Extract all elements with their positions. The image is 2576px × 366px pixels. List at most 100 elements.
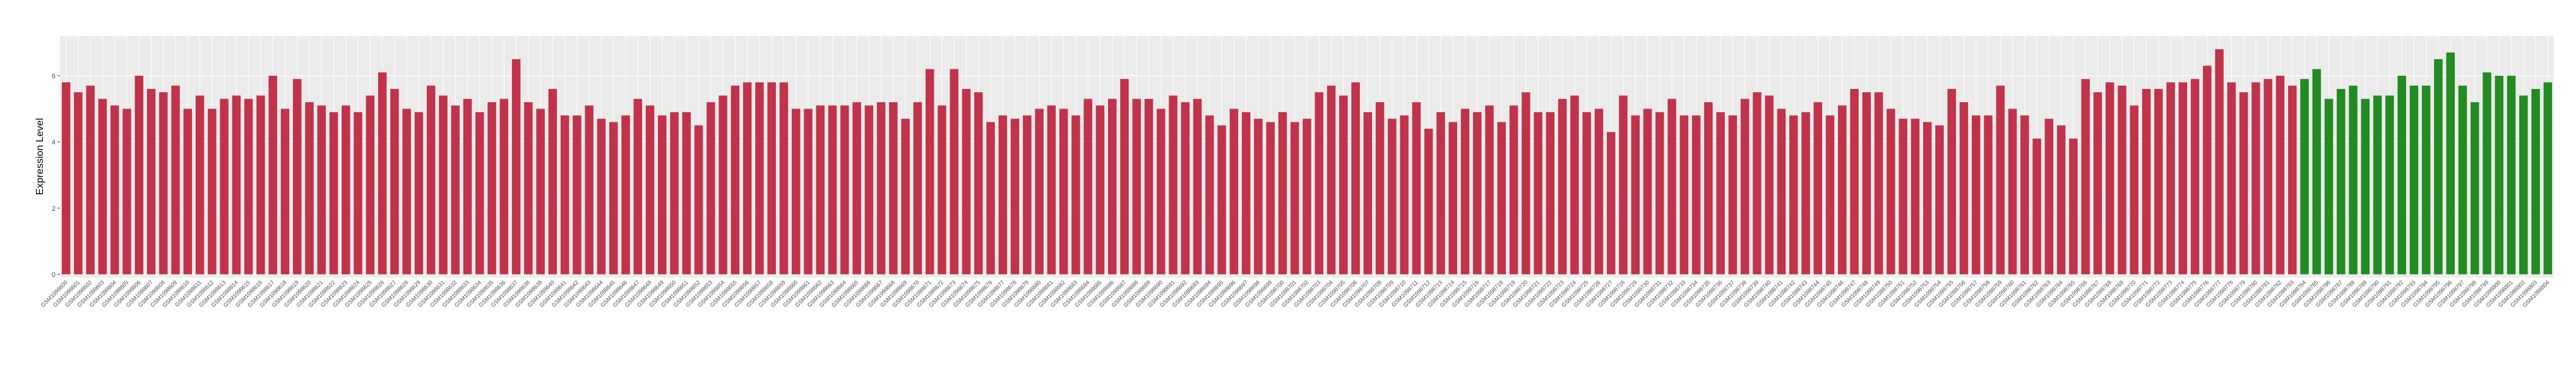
bar xyxy=(2178,82,2188,274)
bar xyxy=(1740,98,1750,274)
bar xyxy=(1473,112,1482,274)
bar xyxy=(1619,95,1628,274)
bar xyxy=(1813,102,1823,274)
bar xyxy=(998,115,1008,274)
bar xyxy=(840,105,849,274)
bar xyxy=(1181,102,1190,274)
bar xyxy=(1850,88,1859,274)
bar xyxy=(2203,66,2212,274)
bar xyxy=(232,95,241,274)
bar xyxy=(1157,109,1166,274)
bar xyxy=(1570,95,1579,274)
bar xyxy=(2263,79,2272,274)
y-tick-label: 0 xyxy=(52,271,56,279)
bar xyxy=(1984,115,1993,274)
bar xyxy=(2190,79,2200,274)
bar xyxy=(864,105,874,274)
bar xyxy=(1448,122,1457,274)
bar xyxy=(110,105,119,274)
bar xyxy=(597,119,606,274)
bar xyxy=(1375,102,1385,274)
bar xyxy=(2385,95,2394,274)
bar xyxy=(2118,85,2126,274)
bar xyxy=(2130,105,2138,274)
bar xyxy=(1996,85,2005,274)
bar xyxy=(1290,122,1299,274)
bar xyxy=(2373,95,2382,274)
bar xyxy=(804,109,813,274)
bar xyxy=(1424,128,1433,274)
bar xyxy=(791,109,801,274)
bar xyxy=(609,122,618,274)
bar xyxy=(342,105,350,274)
bar xyxy=(548,88,558,274)
bar xyxy=(1047,105,1056,274)
bar xyxy=(61,82,71,274)
bar xyxy=(451,105,460,274)
bar xyxy=(2166,82,2175,274)
bar xyxy=(2044,119,2054,274)
bar xyxy=(329,112,338,274)
bar xyxy=(2421,85,2431,274)
bar xyxy=(2032,138,2041,274)
bar xyxy=(511,59,521,274)
bar xyxy=(2507,75,2516,274)
bar xyxy=(1716,112,1725,274)
bar xyxy=(1217,125,1226,274)
bar xyxy=(1534,112,1542,274)
y-axis-label: Expression Level xyxy=(35,118,45,195)
bar xyxy=(1728,115,1738,274)
bar xyxy=(1655,112,1664,274)
bar xyxy=(1582,112,1591,274)
bar xyxy=(2142,88,2151,274)
bar xyxy=(390,88,399,274)
bar xyxy=(767,82,776,274)
bar xyxy=(366,95,375,274)
bar xyxy=(682,112,691,274)
bar xyxy=(1266,122,1275,274)
bar xyxy=(2495,75,2504,274)
bar xyxy=(1704,102,1713,274)
bar xyxy=(2531,88,2540,274)
bar xyxy=(658,115,667,274)
bar xyxy=(244,98,253,274)
bar xyxy=(1144,98,1154,274)
bar xyxy=(2056,125,2066,274)
bar xyxy=(1509,105,1518,274)
bar xyxy=(1825,115,1835,274)
bar xyxy=(1035,109,1044,274)
bar xyxy=(1631,115,1640,274)
bar xyxy=(1095,105,1105,274)
bar xyxy=(1193,98,1202,274)
bar xyxy=(499,98,509,274)
bar xyxy=(2519,95,2528,274)
bar xyxy=(779,82,789,274)
bar xyxy=(852,102,861,274)
bar xyxy=(280,109,290,274)
bar xyxy=(1753,92,1762,274)
bar xyxy=(2446,52,2455,274)
bar xyxy=(1363,112,1373,274)
bar xyxy=(1303,119,1311,274)
bar xyxy=(378,72,387,274)
bar xyxy=(1546,112,1555,274)
bar xyxy=(2251,82,2260,274)
bar xyxy=(439,95,448,274)
bar xyxy=(86,85,95,274)
bar xyxy=(1339,95,1348,274)
bar xyxy=(1278,112,1287,274)
bar xyxy=(2397,75,2406,274)
bar xyxy=(2239,92,2248,274)
bar xyxy=(1765,95,1774,274)
bar xyxy=(2361,98,2370,274)
bar xyxy=(2020,115,2029,274)
bar xyxy=(2227,82,2236,274)
bar xyxy=(183,109,193,274)
bar xyxy=(159,92,168,274)
bar xyxy=(1972,115,1981,274)
bar xyxy=(1923,122,1932,274)
bar xyxy=(134,75,143,274)
bar xyxy=(730,85,740,274)
bar xyxy=(1059,109,1068,274)
y-tick-label: 4 xyxy=(52,139,56,146)
